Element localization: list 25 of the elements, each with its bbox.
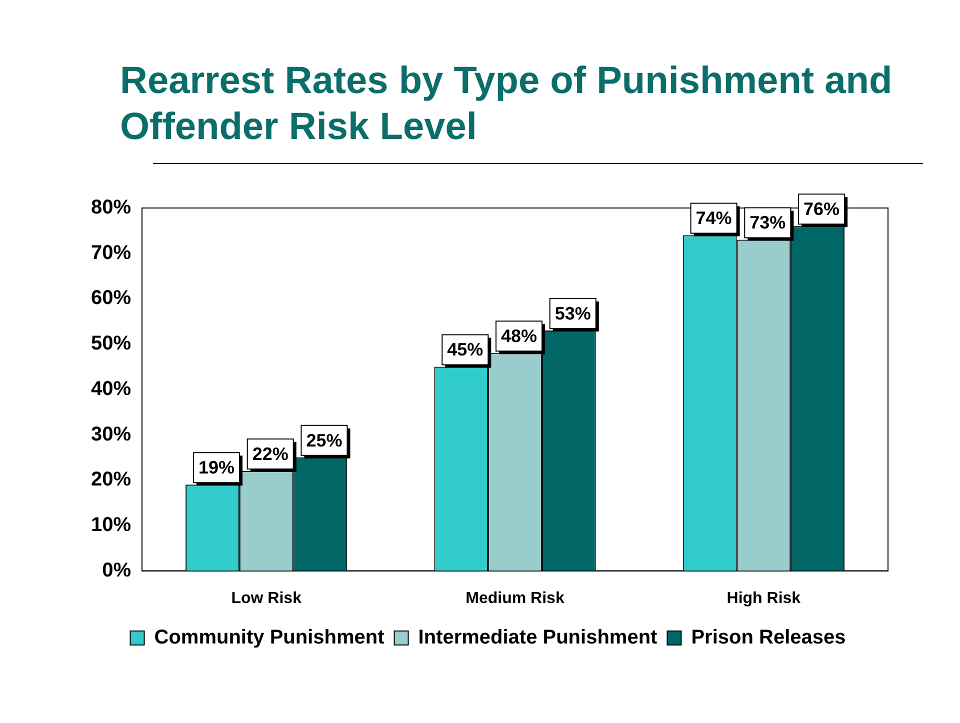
data-label: 53% xyxy=(554,303,591,324)
x-tick-label: Medium Risk xyxy=(466,590,564,607)
legend-label: Intermediate Punishment xyxy=(418,626,658,649)
legend-label: Community Punishment xyxy=(154,626,385,649)
legend-label: Prison Releases xyxy=(691,626,846,649)
y-tick-label: 80% xyxy=(91,196,132,219)
x-tick-label: Low Risk xyxy=(231,590,302,607)
data-label: 76% xyxy=(804,199,840,220)
data-label: 48% xyxy=(501,326,538,346)
y-tick-label: 10% xyxy=(91,514,132,536)
data-label: 22% xyxy=(252,444,288,464)
data-label: 45% xyxy=(447,340,484,360)
y-tick-label: 60% xyxy=(91,287,132,310)
chart-title: Rearrest Rates by Type of Punishment and Offender Risk Level xyxy=(120,59,894,150)
data-label: 74% xyxy=(696,208,732,228)
y-tick-label: 20% xyxy=(91,468,132,491)
data-label: 73% xyxy=(750,212,786,233)
data-label: 19% xyxy=(198,458,234,478)
data-label: 25% xyxy=(306,430,342,450)
y-tick-label: 30% xyxy=(91,423,132,446)
y-tick-label: 70% xyxy=(91,242,132,264)
x-tick-label: High Risk xyxy=(726,590,801,607)
y-tick-label: 40% xyxy=(91,378,132,400)
y-tick-label: 0% xyxy=(102,559,132,582)
y-tick-label: 50% xyxy=(91,332,132,355)
